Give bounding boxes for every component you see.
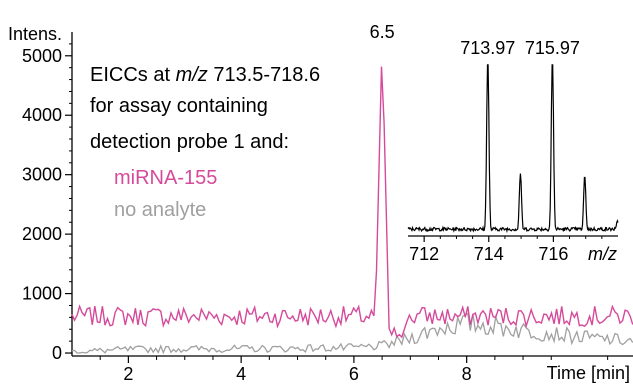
inset-x-axis-label: m/z [588, 244, 617, 264]
y-tick-label: 0 [52, 343, 62, 363]
inset-x-tick-label: 716 [538, 244, 568, 264]
y-ticks: 0 1000 2000 3000 4000 5000 [22, 43, 72, 363]
x-axis-label: Time [min] [547, 363, 630, 383]
inset-peak-label: 713.97 [460, 38, 515, 58]
inset-mass-spectrum: 712 714 716 713.97 715.97 m/z [407, 38, 619, 264]
y-tick-label: 1000 [22, 284, 62, 304]
x-tick-label: 2 [123, 364, 133, 384]
inset-x-ticks: 712 714 716 [409, 236, 603, 264]
series-no-analyte-line [71, 312, 633, 355]
y-tick-label: 3000 [22, 165, 62, 185]
x-tick-label: 4 [236, 364, 246, 384]
inset-peak-label: 715.97 [525, 38, 580, 58]
y-tick-label: 2000 [22, 224, 62, 244]
annotation-line-1: EICCs at m/z 713.5-718.6 [90, 64, 320, 86]
series-mirna-155-line [71, 66, 633, 339]
y-axis-label: Intens. [8, 24, 62, 44]
inset-spectrum-line [407, 64, 619, 234]
y-tick-label: 4000 [22, 105, 62, 125]
inset-x-tick-label: 714 [474, 244, 504, 264]
inset-peak-labels: 713.97 715.97 [460, 38, 580, 58]
x-tick-label: 6 [349, 364, 359, 384]
annotation-line-3: detection probe 1 and: [90, 131, 289, 153]
annotation-line-2: for assay containing [90, 95, 268, 117]
legend-mirna-155: miRNA-155 [114, 167, 217, 189]
legend-no-analyte: no analyte [114, 199, 206, 221]
x-tick-label: 8 [462, 364, 472, 384]
inset-x-tick-label: 712 [409, 244, 439, 264]
y-tick-label: 5000 [22, 46, 62, 66]
x-ticks: 2 4 6 8 [99, 356, 609, 384]
peak-label: 6.5 [370, 22, 395, 42]
